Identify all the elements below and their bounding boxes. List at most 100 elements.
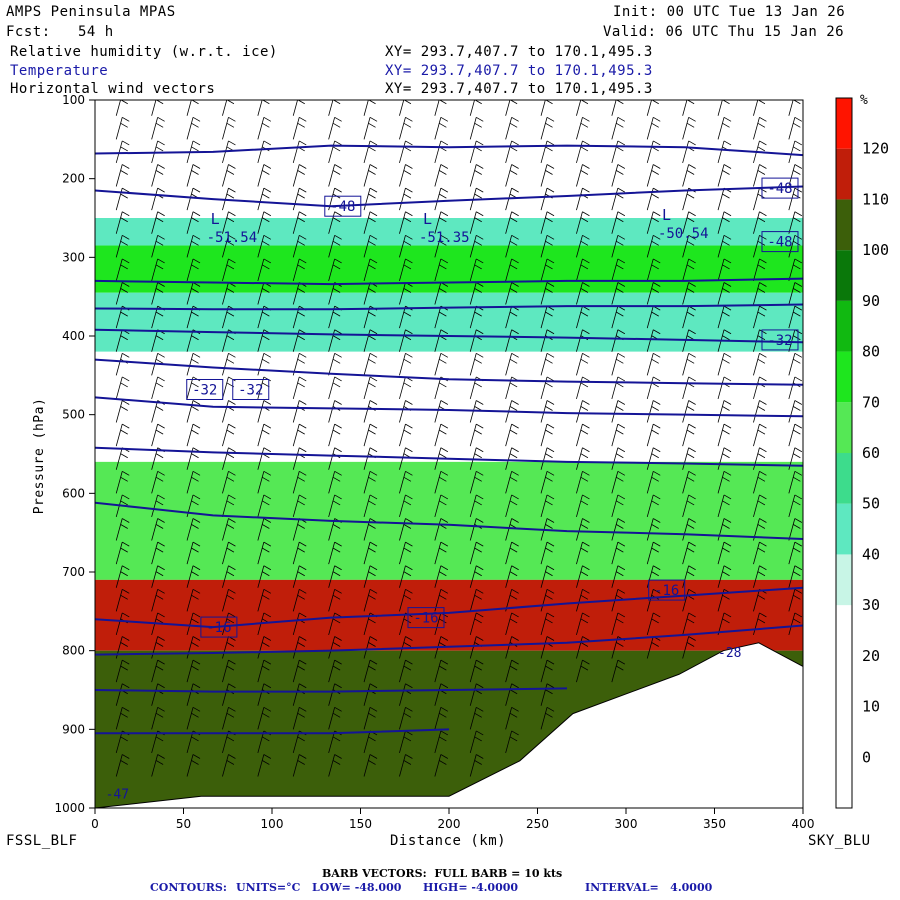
wind-barb [611,518,626,541]
wind-barb [788,423,803,447]
wind-barb [469,164,484,187]
wind-barb [399,258,413,282]
colorbar-swatch [836,250,852,301]
wind-barb [540,116,555,140]
contour-low: LOW= -48.000 [312,881,402,894]
wind-barb [257,470,272,494]
wind-barb [399,164,413,187]
wind-barb [682,518,696,541]
wind-barb [328,234,342,258]
wind-barb [328,494,342,518]
wind-barb [292,636,307,659]
wind-barb [257,100,270,116]
wind-barb [399,494,413,518]
wind-barb [151,282,165,305]
wind-barb [292,234,307,258]
wind-barb [469,211,484,234]
isotherm-label-box [761,231,799,253]
isotherm-label-box [407,607,445,629]
wind-barb [328,352,342,376]
wind-barb [151,116,165,140]
wind-barb [682,541,696,565]
wind-barb [469,541,484,565]
wind-barb [540,234,555,258]
wind-barb [292,565,307,588]
wind-barb [328,376,342,400]
wind-barb [257,116,272,140]
wind-barb [788,588,803,612]
wind-barb [363,423,378,447]
wind-barb [646,541,661,565]
wind-barb [611,565,626,588]
wind-barb [753,100,766,116]
field-wind-name: Horizontal wind vectors [10,81,216,97]
wind-barb [363,116,378,140]
colorbar-tick-label: 20 [862,647,880,665]
wind-barb [186,376,201,400]
wind-barb [753,470,767,494]
wind-barb [682,352,696,376]
wind-barb [540,211,555,234]
wind-barb [505,730,519,754]
y-tick-label: 300 [62,250,85,264]
wind-barb [222,234,236,258]
wind-barb [328,164,342,187]
isotherm-label-box [761,329,799,351]
contour-interval: INTERVAL= 4.0000 [585,881,713,894]
wind-barb [788,164,803,187]
wind-barb [717,565,732,588]
wind-barb [682,140,696,164]
wind-barb [505,683,519,706]
wind-barb [540,588,555,612]
x-tick-label: 350 [703,817,726,831]
isotherm-label: -16 [407,607,445,629]
wind-barb [788,211,803,234]
wind-barb [292,659,307,683]
wind-barb [257,706,272,730]
wind-barb [576,588,590,612]
contour-value-label: -28 [718,646,741,661]
wind-barb [399,100,412,116]
contour-high: HIGH= -4.0000 [423,881,519,894]
wind-barb [186,565,201,588]
wind-barb [540,140,555,164]
isotherm-label-box [200,616,238,638]
wind-barb [222,518,236,541]
isotherm-label-box [324,195,362,217]
isotherm-label-text: -32 [767,333,792,349]
wind-barb [434,100,447,116]
wind-barb [186,352,201,376]
colorbar-tick-label: 90 [862,292,880,310]
wind-barb [328,258,342,282]
wind-barb [151,659,165,683]
low-center-marker: L [423,210,432,228]
wind-barb [682,116,696,140]
wind-barb [186,423,201,447]
wind-barb [717,116,732,140]
wind-barb [611,258,626,282]
wind-barb [576,187,590,211]
wind-barb [399,565,413,588]
x-tick-label: 200 [438,817,461,831]
wind-barb [399,659,413,683]
wind-barb [753,305,767,329]
isotherm-label-text: -32 [192,382,217,398]
wind-barb [540,164,555,187]
wind-barb [257,164,272,187]
forecast-label: Fcst: [6,24,51,40]
wind-barb [257,140,272,164]
colorbar-tick-label: 10 [862,698,880,716]
wind-barb [717,305,732,329]
x-tick-label: 100 [261,817,284,831]
wind-barb [151,211,165,234]
wind-barb [717,100,730,116]
wind-barb [151,636,165,659]
wind-barb [363,100,376,116]
colorbar-tick-label: 40 [862,545,880,563]
wind-barb [505,234,519,258]
wind-barb [399,140,413,164]
rh-shading [95,218,803,808]
wind-barb [292,376,307,400]
wind-barb [576,211,590,234]
wind-barb [753,612,767,636]
